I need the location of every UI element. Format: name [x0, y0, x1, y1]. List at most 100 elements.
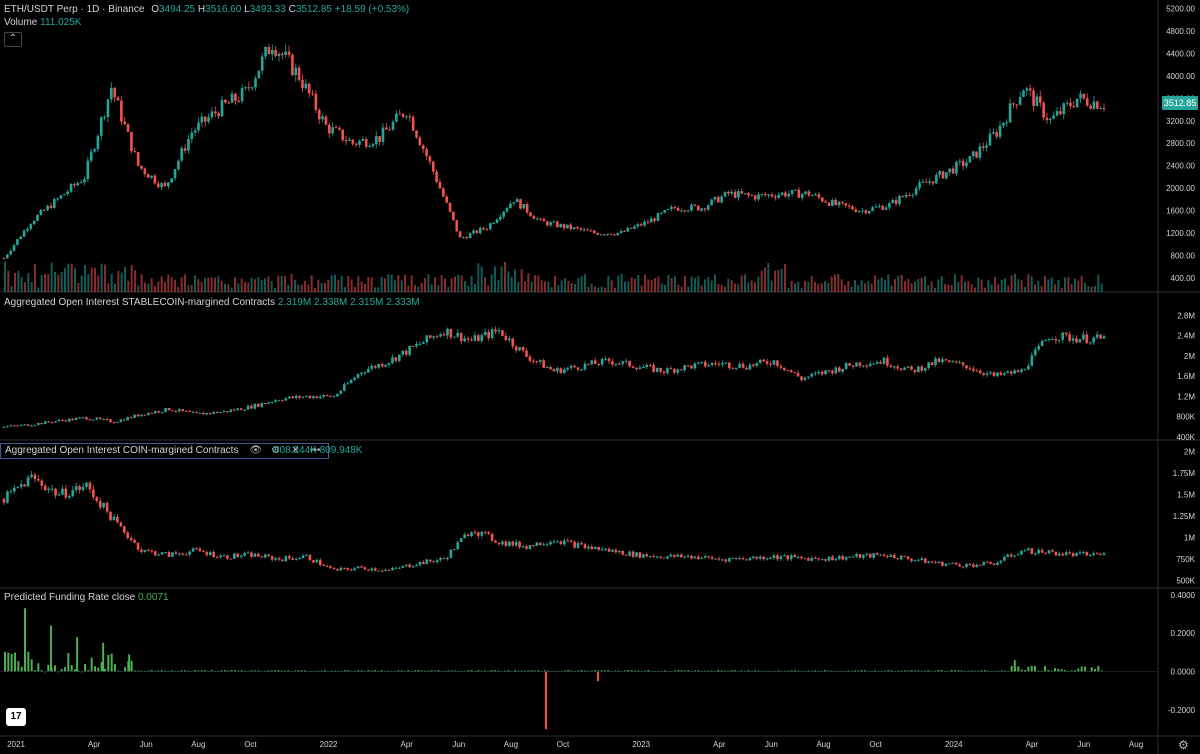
- oi-coin-candle: [26, 477, 30, 487]
- volume-bar: [1054, 284, 1056, 292]
- volume-bar: [750, 280, 753, 292]
- volume-bar: [1024, 286, 1026, 292]
- oi-stable-candle: [136, 414, 140, 417]
- volume-bar: [1090, 286, 1093, 292]
- funding-bar: [110, 653, 113, 672]
- volume-bar: [757, 276, 760, 292]
- funding-bar: [864, 670, 866, 672]
- oi-coin-candle: [655, 556, 659, 558]
- oi-coin-candle: [906, 556, 910, 559]
- oi-stable-candle: [913, 369, 917, 373]
- symbol-title[interactable]: ETH/USDT Perp · 1D · Binance: [4, 4, 145, 15]
- funding-bar: [604, 670, 606, 672]
- volume-bar: [710, 280, 713, 292]
- oi-coin-candle: [353, 568, 356, 571]
- funding-bar: [30, 659, 33, 672]
- funding-bar: [450, 670, 453, 672]
- oi-coin-candle: [597, 546, 600, 550]
- oi-coin-candle: [1085, 552, 1089, 556]
- oi-coin-candle: [1099, 554, 1102, 556]
- price-candle: [596, 233, 599, 235]
- funding-bar: [184, 670, 186, 672]
- funding-bar: [980, 670, 983, 672]
- tradingview-logo-icon[interactable]: 17: [6, 708, 26, 726]
- x-tick-label: Apr: [400, 740, 413, 749]
- funding-bar: [204, 670, 206, 672]
- price-candle: [938, 171, 941, 175]
- oi-coin-candle: [236, 553, 240, 557]
- oi-coin-candle: [941, 561, 944, 566]
- oi-stable-candle: [542, 360, 545, 368]
- oi-stable-candle: [404, 350, 408, 355]
- price-candle: [36, 214, 39, 221]
- price-candle: [136, 151, 140, 166]
- volume-bar: [774, 270, 776, 292]
- oi-coin-candle: [250, 552, 253, 557]
- settings-icon[interactable]: ⚙: [271, 445, 280, 456]
- oi-stable-candle: [573, 365, 576, 368]
- oi-stable-candle: [363, 372, 367, 374]
- eye-icon[interactable]: 👁: [249, 445, 263, 456]
- oi-stable-candle: [697, 362, 700, 364]
- oi-stable-candle: [999, 372, 1003, 375]
- funding-bar: [547, 670, 550, 672]
- oi-coin-candle: [824, 559, 827, 561]
- volume-bar: [174, 279, 176, 292]
- price-candle: [442, 188, 445, 197]
- close-icon[interactable]: ✕: [291, 445, 300, 456]
- price-candle: [760, 194, 764, 196]
- oi-stable-legend[interactable]: Aggregated Open Interest STABLECOIN-marg…: [4, 296, 420, 310]
- volume-bar: [894, 279, 896, 292]
- oi-stable-candle: [889, 365, 893, 367]
- oi-coin-legend[interactable]: Aggregated Open Interest COIN-margined C…: [0, 443, 329, 459]
- funding-bar: [797, 670, 800, 672]
- oi-stable-candle: [831, 370, 834, 374]
- x-tick-label: 2021: [7, 740, 25, 749]
- price-candle: [12, 244, 16, 251]
- funding-spike: [76, 637, 79, 672]
- y-tick-label: 1.2M: [1177, 392, 1195, 401]
- volume-bar: [717, 283, 720, 292]
- volume-bar: [974, 287, 976, 292]
- volume-legend[interactable]: Volume 111.025K: [4, 16, 81, 30]
- oi-coin-candle: [807, 558, 810, 561]
- price-candle: [894, 199, 898, 204]
- volume-bar: [494, 266, 496, 292]
- chevron-up-icon[interactable]: ⌃: [4, 32, 22, 47]
- oi-stable-candle: [948, 360, 951, 363]
- volume-bar: [597, 287, 600, 292]
- oi-coin-candle: [875, 553, 879, 555]
- oi-coin-candle: [1020, 551, 1023, 555]
- price-candle: [197, 122, 200, 131]
- gear-icon[interactable]: ⚙: [1178, 738, 1189, 752]
- price-candle: [418, 137, 422, 146]
- oi-coin-candle: [937, 561, 941, 563]
- price-candle: [163, 183, 167, 187]
- funding-bar: [1017, 666, 1020, 672]
- oi-coin-candle: [927, 561, 930, 563]
- oi-stable-candle: [298, 395, 301, 398]
- volume-bar: [727, 278, 730, 292]
- oi-coin-candle: [903, 555, 906, 557]
- price-candle: [576, 227, 579, 229]
- volume-bar: [4, 261, 6, 292]
- oi-stable-candle: [906, 366, 910, 368]
- funding-legend[interactable]: Predicted Funding Rate close 0.0071: [4, 591, 169, 605]
- volume-bar: [60, 272, 63, 292]
- volume-bar: [484, 277, 486, 292]
- more-icon[interactable]: •••: [309, 445, 321, 456]
- oi-stable-candle: [1088, 342, 1092, 344]
- funding-bar: [257, 670, 260, 672]
- oi-coin-candle: [621, 550, 625, 555]
- volume-bar: [160, 276, 163, 292]
- oi-coin-candle: [178, 553, 181, 555]
- x-tick-label: Aug: [504, 740, 518, 749]
- price-candle: [485, 229, 489, 231]
- oi-stable-candle: [1023, 369, 1027, 371]
- volume-bar: [960, 275, 963, 292]
- funding-bar: [857, 670, 860, 672]
- oi-stable-candle: [43, 421, 47, 424]
- funding-bar: [150, 670, 153, 672]
- oi-stable-candle: [659, 367, 662, 372]
